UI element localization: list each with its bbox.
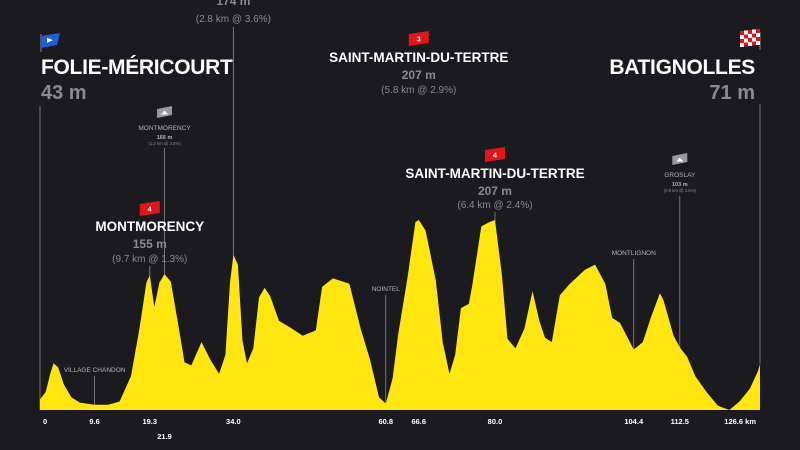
start-flag-icon (40, 33, 60, 52)
climb-altitude: 207 m (478, 184, 512, 198)
waypoint-name: VILLAGE CHANDON (64, 367, 126, 374)
climb-category-label: 4 (493, 152, 497, 159)
climb-altitude: 103 m (672, 182, 688, 188)
climb-category-badge (484, 147, 505, 162)
finish-flag-cell (744, 38, 748, 43)
start-name: FOLIE-MÉRICOURT (41, 56, 233, 79)
waypoint-name: NOINTEL (372, 286, 401, 293)
km-tick-label: 104.4 (624, 417, 644, 426)
finish-flag-cell (744, 34, 748, 39)
start-altitude: 43 m (41, 82, 87, 104)
climb-altitude: 166 m (157, 135, 173, 141)
climb-detail: (5.8 km @ 2.9%) (381, 85, 456, 96)
km-tick-label: 60.8 (378, 417, 393, 426)
finish-flag-cell (752, 41, 756, 46)
climb-category-label: 3 (417, 36, 421, 43)
km-tick-label: 0 (43, 417, 47, 426)
finish-flag-cell (756, 29, 760, 33)
climb-detail: (2.8 km @ 3.6%) (196, 14, 271, 25)
finish-altitude: 71 m (709, 82, 755, 104)
finish-flag-cell (756, 33, 760, 37)
climb-name: MONTMORENCY (138, 125, 191, 132)
km-tick-label: 19.3 (142, 417, 157, 426)
km-tick-label: 112.5 (671, 417, 689, 426)
finish-flag-cell (744, 30, 748, 35)
climb-detail: (9.7 km @ 1.3%) (112, 254, 187, 265)
finish-flag-cell (752, 29, 756, 34)
climb-altitude: 174 m (216, 0, 250, 8)
finish-flag-cell (756, 41, 760, 45)
km-tick-label: 66.6 (411, 417, 426, 426)
mountain-icon (676, 157, 684, 162)
finish-name: BATIGNOLLES (609, 56, 755, 79)
waypoint-name: MONTLIGNON (612, 250, 656, 257)
finish-flag-cell (748, 34, 752, 38)
finish-flag-cell (756, 37, 760, 41)
finish-flag-cell (752, 33, 756, 38)
km-tick-label: 126.6 km (724, 417, 756, 426)
climb-detail: (6.4 km @ 2.4%) (457, 200, 532, 211)
climb-category-badge (408, 31, 429, 46)
finish-flag-cell (740, 43, 744, 47)
finish-flag-cell (748, 42, 752, 46)
climb-name: SAINT-MARTIN-DU-TERTRE (329, 50, 508, 65)
climb-name: SAINT-MARTIN-DU-TERTRE (405, 166, 584, 181)
climb-category-badge (139, 201, 160, 216)
finish-flag-icon (740, 29, 761, 50)
climb-name: MONTMORENCY (95, 219, 204, 234)
climb-name: GROSLAY (664, 172, 696, 179)
climb-category-label: 4 (148, 206, 152, 213)
km-tick-label: 9.6 (89, 417, 99, 426)
climb-detail: (1.2 km @ 3.6%) (148, 141, 181, 146)
elevation-profile-area (40, 220, 760, 410)
finish-flag-cell (752, 37, 756, 42)
climb-altitude: 155 m (133, 237, 167, 251)
finish-flag-cell (740, 31, 744, 35)
km-tick-label: 80.0 (488, 417, 503, 426)
km-tick-label: 34.0 (226, 417, 241, 426)
finish-flag-cell (748, 38, 752, 42)
km-tick-label: 21.9 (157, 432, 172, 441)
finish-flag-cell (740, 35, 744, 39)
climb-altitude: 207 m (402, 68, 436, 82)
finish-flag-cell (740, 39, 744, 43)
mountain-icon (161, 110, 169, 115)
finish-flag-cell (744, 42, 748, 47)
climb-detail: (0.9 km @ 3.5%) (664, 188, 697, 193)
finish-flag-cell (748, 30, 752, 34)
